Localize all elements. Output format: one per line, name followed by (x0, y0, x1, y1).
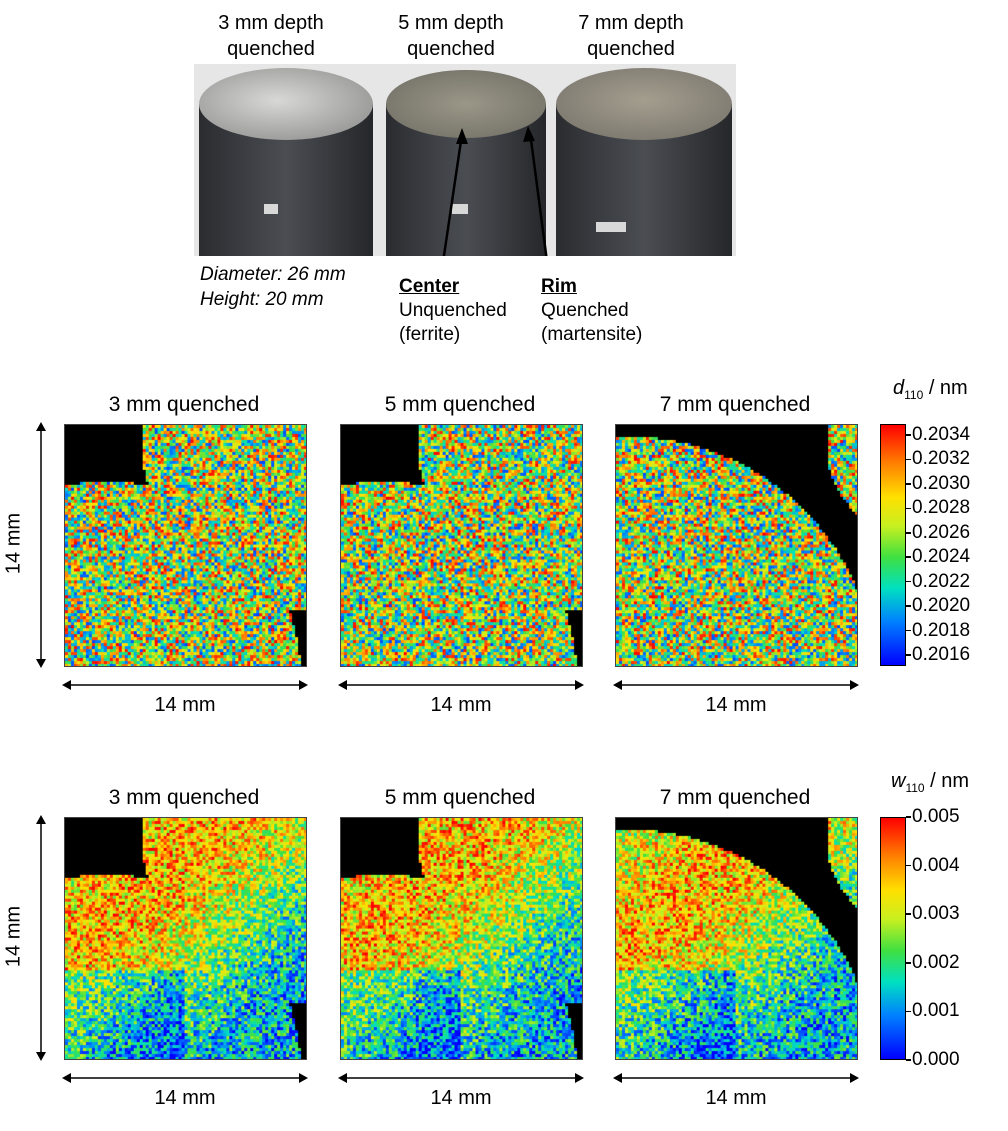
double-arrow-vertical-icon (36, 422, 46, 668)
rim-annotation: Rim Quenched (martensite) (541, 275, 642, 347)
colorbar-tick (906, 864, 911, 867)
rim-line2: (martensite) (541, 324, 643, 345)
vertical-dimension (34, 815, 48, 1066)
colorbar-tick-label: 0.2024 (912, 546, 971, 568)
strain-map (64, 424, 307, 667)
strain-map (340, 817, 583, 1060)
double-arrow-icon (613, 680, 859, 690)
center-line2: (ferrite) (399, 324, 461, 345)
diameter-label: Diameter: 26 mm (200, 264, 346, 285)
horizontal-dimension-label: 14 mm (430, 694, 492, 716)
colorbar-tick (906, 532, 911, 534)
colorbar-tick (906, 1059, 911, 1061)
horizontal-dimension (338, 678, 584, 697)
colorbar-tick (906, 483, 911, 485)
double-arrow-icon (62, 680, 308, 690)
strain-map (615, 817, 858, 1060)
sample-photo (194, 64, 736, 256)
colorbar-tick-label: 0.002 (912, 951, 960, 973)
colorbar-tick-label: 0.001 (912, 1000, 960, 1022)
center-title: Center (399, 276, 460, 297)
colorbar-tick-label: 0.2020 (912, 595, 971, 617)
height-label: Height: 20 mm (200, 289, 324, 310)
sample-dimensions: Diameter: 26 mm Height: 20 mm (200, 262, 346, 312)
colorbar-tick (906, 913, 911, 915)
colorbar-tick (906, 458, 911, 461)
photo-label-3mm: 3 mm depth quenched (218, 12, 324, 60)
map-title: 3 mm quenched (108, 786, 260, 809)
horizontal-dimension-label: 14 mm (154, 1087, 216, 1109)
double-arrow-icon (62, 1073, 308, 1083)
strain-map (615, 424, 858, 667)
horizontal-dimension-label: 14 mm (430, 1087, 492, 1109)
colorbar-tick-label: 0.000 (912, 1049, 960, 1070)
double-arrow-icon (613, 1073, 859, 1083)
colorbar-tick (906, 629, 911, 632)
photo-label-5mm: 5 mm depth quenched (398, 12, 504, 60)
colorbar-tick (906, 434, 911, 436)
w110-colorbar (880, 817, 906, 1060)
horizontal-dimension (338, 1071, 584, 1090)
strain-map (340, 424, 583, 667)
double-arrow-icon (338, 680, 584, 690)
map-title: 7 mm quenched (659, 786, 811, 809)
d110-colorbar-title: d110 / nm (893, 377, 968, 402)
colorbar-tick-label: 0.2028 (912, 497, 971, 519)
colorbar-tick (906, 605, 911, 607)
vertical-dimension-label: 14 mm (2, 512, 25, 575)
colorbar-tick-label: 0.2016 (912, 644, 971, 665)
vertical-dimension (34, 422, 48, 673)
horizontal-dimension (613, 678, 859, 697)
horizontal-dimension (613, 1071, 859, 1090)
horizontal-dimension-label: 14 mm (705, 1087, 767, 1109)
colorbar-tick (906, 1010, 911, 1013)
colorbar-tick (906, 580, 911, 583)
rim-title: Rim (541, 276, 577, 297)
double-arrow-icon (338, 1073, 584, 1083)
w110-colorbar-title: w110 / nm (891, 770, 970, 795)
map-title: 5 mm quenched (384, 786, 536, 809)
map-title: 7 mm quenched (659, 393, 811, 416)
colorbar-tick (906, 816, 911, 818)
vertical-dimension-label: 14 mm (2, 905, 25, 968)
colorbar-tick (906, 507, 911, 510)
map-title: 5 mm quenched (384, 393, 536, 416)
cylinder-samples-illustration (194, 64, 736, 256)
rim-line1: Quenched (541, 300, 629, 321)
double-arrow-vertical-icon (36, 815, 46, 1061)
colorbar-tick-label: 0.2026 (912, 521, 971, 543)
map-title: 3 mm quenched (108, 393, 260, 416)
colorbar-tick-label: 0.2030 (912, 472, 971, 494)
horizontal-dimension-label: 14 mm (154, 694, 216, 716)
colorbar-tick-label: 0.2018 (912, 619, 971, 641)
center-line1: Unquenched (399, 300, 507, 321)
horizontal-dimension (62, 678, 308, 697)
colorbar-tick-label: 0.005 (912, 806, 960, 827)
photo-label-7mm: 7 mm depth quenched (578, 12, 684, 60)
center-annotation: Center Unquenched (ferrite) (399, 275, 507, 347)
horizontal-dimension-label: 14 mm (705, 694, 767, 716)
colorbar-tick-label: 0.004 (912, 854, 960, 876)
colorbar-tick-label: 0.2022 (912, 570, 971, 592)
colorbar-tick (906, 654, 911, 656)
horizontal-dimension (62, 1071, 308, 1090)
d110-colorbar (880, 424, 906, 666)
colorbar-tick (906, 962, 911, 964)
colorbar-tick-label: 0.2032 (912, 448, 971, 470)
colorbar-tick-label: 0.003 (912, 903, 960, 925)
colorbar-tick (906, 556, 911, 558)
strain-map (64, 817, 307, 1060)
colorbar-tick-label: 0.2034 (912, 424, 971, 445)
